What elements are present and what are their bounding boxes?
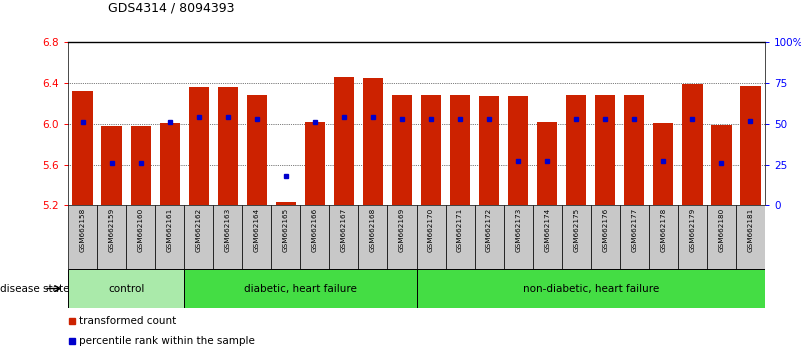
Text: GSM662169: GSM662169 bbox=[399, 208, 405, 252]
Text: GDS4314 / 8094393: GDS4314 / 8094393 bbox=[108, 1, 235, 14]
Bar bbox=[649, 205, 678, 269]
Text: GSM662161: GSM662161 bbox=[167, 208, 173, 252]
Bar bbox=[213, 205, 242, 269]
Text: GSM662165: GSM662165 bbox=[283, 208, 289, 252]
Text: disease state: disease state bbox=[0, 284, 70, 293]
Text: GSM662166: GSM662166 bbox=[312, 208, 318, 252]
Text: GSM662158: GSM662158 bbox=[79, 208, 86, 252]
Bar bbox=[97, 205, 127, 269]
Bar bbox=[159, 123, 180, 205]
Bar bbox=[537, 122, 557, 205]
Text: GSM662170: GSM662170 bbox=[428, 208, 434, 252]
Bar bbox=[247, 95, 267, 205]
Bar bbox=[706, 205, 736, 269]
Bar bbox=[479, 96, 499, 205]
Bar bbox=[736, 205, 765, 269]
Bar bbox=[595, 95, 615, 205]
Bar bbox=[359, 205, 388, 269]
Text: GSM662180: GSM662180 bbox=[718, 208, 724, 252]
Text: GSM662171: GSM662171 bbox=[457, 208, 463, 252]
Bar bbox=[300, 205, 329, 269]
Bar bbox=[504, 205, 533, 269]
Text: GSM662168: GSM662168 bbox=[370, 208, 376, 252]
Bar bbox=[68, 205, 97, 269]
Bar bbox=[624, 95, 645, 205]
Text: GSM662181: GSM662181 bbox=[747, 208, 754, 252]
Bar bbox=[474, 205, 504, 269]
Bar bbox=[711, 125, 731, 205]
Bar bbox=[392, 95, 413, 205]
Bar bbox=[388, 205, 417, 269]
Text: GSM662159: GSM662159 bbox=[109, 208, 115, 252]
Bar bbox=[508, 96, 529, 205]
Text: transformed count: transformed count bbox=[78, 316, 175, 326]
Bar bbox=[740, 86, 761, 205]
Bar bbox=[417, 205, 445, 269]
Text: GSM662163: GSM662163 bbox=[225, 208, 231, 252]
Bar bbox=[329, 205, 359, 269]
Text: GSM662162: GSM662162 bbox=[195, 208, 202, 252]
Text: GSM662177: GSM662177 bbox=[631, 208, 638, 252]
Bar bbox=[184, 269, 417, 308]
Bar bbox=[188, 87, 209, 205]
Bar bbox=[363, 78, 383, 205]
Bar bbox=[417, 269, 765, 308]
Bar bbox=[421, 95, 441, 205]
Bar bbox=[131, 126, 151, 205]
Bar bbox=[566, 95, 586, 205]
Bar bbox=[68, 269, 184, 308]
Bar bbox=[562, 205, 590, 269]
Text: non-diabetic, heart failure: non-diabetic, heart failure bbox=[522, 284, 659, 293]
Text: GSM662173: GSM662173 bbox=[515, 208, 521, 252]
Bar bbox=[682, 84, 702, 205]
Bar bbox=[102, 126, 122, 205]
Bar bbox=[272, 205, 300, 269]
Text: diabetic, heart failure: diabetic, heart failure bbox=[244, 284, 356, 293]
Bar bbox=[276, 202, 296, 205]
Text: GSM662175: GSM662175 bbox=[574, 208, 579, 252]
Text: control: control bbox=[108, 284, 144, 293]
Bar bbox=[450, 95, 470, 205]
Text: GSM662178: GSM662178 bbox=[660, 208, 666, 252]
Bar bbox=[590, 205, 620, 269]
Text: percentile rank within the sample: percentile rank within the sample bbox=[78, 336, 255, 346]
Text: GSM662176: GSM662176 bbox=[602, 208, 608, 252]
Bar bbox=[72, 91, 93, 205]
Bar bbox=[445, 205, 474, 269]
Bar bbox=[242, 205, 272, 269]
Bar bbox=[218, 87, 238, 205]
Text: GSM662167: GSM662167 bbox=[341, 208, 347, 252]
Bar bbox=[653, 123, 674, 205]
Bar bbox=[620, 205, 649, 269]
Text: GSM662160: GSM662160 bbox=[138, 208, 143, 252]
Text: GSM662172: GSM662172 bbox=[486, 208, 492, 252]
Bar bbox=[127, 205, 155, 269]
Bar bbox=[533, 205, 562, 269]
Bar bbox=[678, 205, 706, 269]
Bar bbox=[304, 122, 325, 205]
Bar bbox=[184, 205, 213, 269]
Text: GSM662174: GSM662174 bbox=[544, 208, 550, 252]
Bar bbox=[155, 205, 184, 269]
Bar bbox=[334, 77, 354, 205]
Text: GSM662179: GSM662179 bbox=[690, 208, 695, 252]
Text: GSM662164: GSM662164 bbox=[254, 208, 260, 252]
